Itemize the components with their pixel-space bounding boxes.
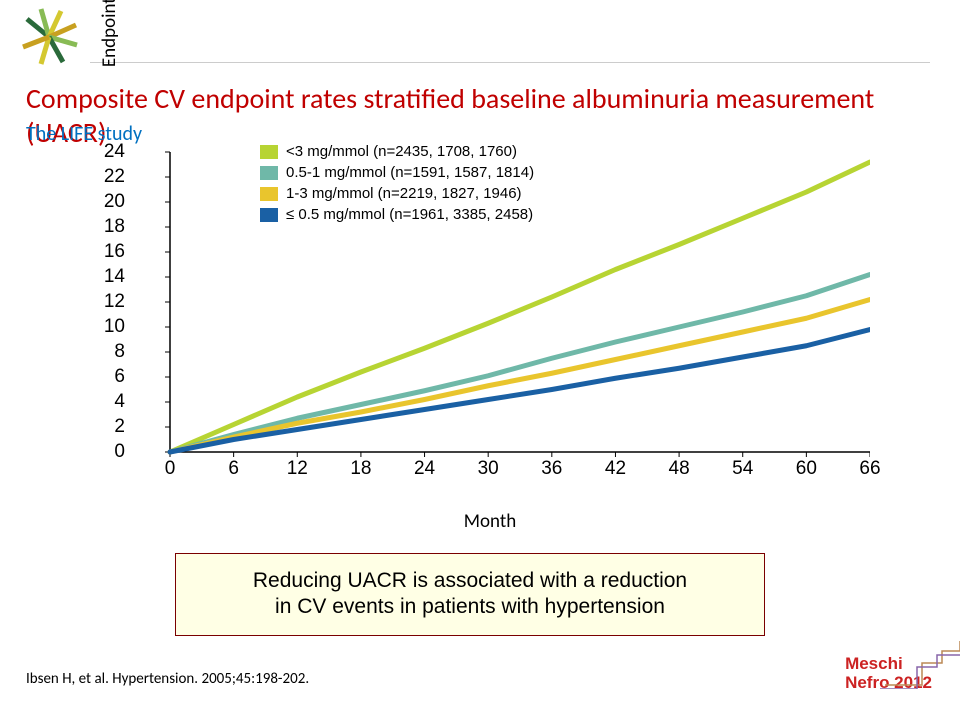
x-tick-label: 12 (282, 458, 312, 480)
x-tick-label: 66 (855, 458, 885, 480)
corner-graphic (870, 641, 960, 694)
y-tick-label: 14 (85, 266, 125, 288)
legend-swatch (260, 187, 278, 201)
y-tick-label: 8 (85, 341, 125, 363)
x-tick-label: 42 (600, 458, 630, 480)
callout-text: Reducing UACR is associated with a reduc… (253, 569, 687, 618)
x-tick-label: 24 (410, 458, 440, 480)
y-tick-label: 0 (85, 441, 125, 463)
header-rule (90, 62, 930, 63)
y-tick-label: 4 (85, 391, 125, 413)
chart-legend: <3 mg/mmol (n=2435, 1708, 1760) 0.5-1 mg/… (260, 142, 534, 226)
y-tick-label: 24 (85, 141, 125, 163)
legend-label: ≤ 0.5 mg/mmol (n=1961, 3385, 2458) (286, 206, 533, 223)
y-tick-label: 2 (85, 416, 125, 438)
x-axis-label: Month (430, 510, 550, 533)
legend-swatch (260, 145, 278, 159)
y-axis-label: Endpoint rate (%) (98, 0, 121, 150)
legend-item: ≤ 0.5 mg/mmol (n=1961, 3385, 2458) (260, 205, 534, 224)
y-tick-label: 20 (85, 191, 125, 213)
starburst-logo (18, 6, 80, 73)
y-tick-label: 6 (85, 366, 125, 388)
x-tick-label: 36 (537, 458, 567, 480)
x-tick-label: 48 (664, 458, 694, 480)
x-tick-label: 30 (473, 458, 503, 480)
x-tick-label: 54 (728, 458, 758, 480)
legend-swatch (260, 208, 278, 222)
y-tick-label: 12 (85, 291, 125, 313)
legend-item: 1-3 mg/mmol (n=2219, 1827, 1946) (260, 184, 534, 203)
x-tick-label: 6 (219, 458, 249, 480)
legend-item: 0.5-1 mg/mmol (n=1591, 1587, 1814) (260, 163, 534, 182)
x-tick-label: 0 (155, 458, 185, 480)
x-tick-label: 60 (791, 458, 821, 480)
x-tick-label: 18 (346, 458, 376, 480)
y-tick-label: 22 (85, 166, 125, 188)
citation-text: Ibsen H, et al. Hypertension. 2005;45:19… (26, 670, 309, 688)
legend-label: <3 mg/mmol (n=2435, 1708, 1760) (286, 143, 517, 160)
legend-label: 1-3 mg/mmol (n=2219, 1827, 1946) (286, 185, 522, 202)
y-tick-label: 16 (85, 241, 125, 263)
y-tick-label: 10 (85, 316, 125, 338)
legend-swatch (260, 166, 278, 180)
legend-label: 0.5-1 mg/mmol (n=1591, 1587, 1814) (286, 164, 534, 181)
y-tick-label: 18 (85, 216, 125, 238)
callout-box: Reducing UACR is associated with a reduc… (175, 553, 765, 636)
legend-item: <3 mg/mmol (n=2435, 1708, 1760) (260, 142, 534, 161)
